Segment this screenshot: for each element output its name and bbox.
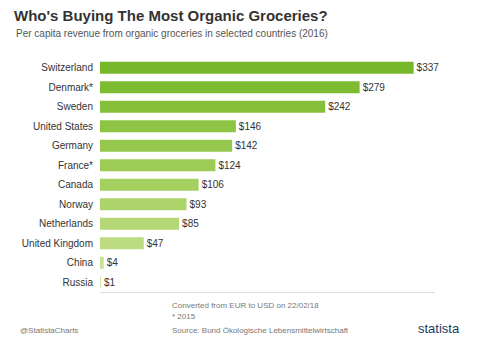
- svg-text:$106: $106: [202, 179, 225, 190]
- svg-text:$337: $337: [417, 62, 440, 73]
- svg-text:Norway: Norway: [59, 199, 93, 210]
- svg-text:China: China: [67, 257, 94, 268]
- svg-text:Converted from EUR to USD on 2: Converted from EUR to USD on 22/02/18: [172, 301, 319, 310]
- svg-text:$142: $142: [235, 140, 258, 151]
- svg-text:* 2015: * 2015: [172, 312, 196, 321]
- svg-text:$146: $146: [239, 121, 262, 132]
- svg-text:Germany: Germany: [52, 140, 93, 151]
- svg-text:Canada: Canada: [58, 179, 93, 190]
- svg-text:Per capita revenue from organi: Per capita revenue from organic grocerie…: [16, 28, 328, 39]
- svg-text:$93: $93: [190, 199, 207, 210]
- svg-text:Denmark*: Denmark*: [49, 82, 94, 93]
- svg-text:$1: $1: [104, 277, 116, 288]
- svg-text:United Kingdom: United Kingdom: [22, 238, 93, 249]
- svg-text:Netherlands: Netherlands: [39, 218, 93, 229]
- svg-text:$4: $4: [107, 257, 119, 268]
- svg-text:Sweden: Sweden: [57, 101, 93, 112]
- svg-text:$85: $85: [182, 218, 199, 229]
- svg-text:United States: United States: [33, 121, 93, 132]
- svg-text:Russia: Russia: [62, 277, 93, 288]
- svg-text:France*: France*: [58, 160, 93, 171]
- svg-text:Source: Bund Ökologische Leben: Source: Bund Ökologische Lebensmittelwir…: [172, 326, 349, 335]
- svg-text:Switzerland: Switzerland: [41, 62, 93, 73]
- svg-text:$242: $242: [328, 101, 351, 112]
- svg-text:$124: $124: [218, 160, 241, 171]
- svg-text:$279: $279: [363, 82, 386, 93]
- svg-text:$47: $47: [147, 238, 164, 249]
- svg-text:@StatistaCharts: @StatistaCharts: [20, 326, 78, 335]
- svg-text:statista: statista: [418, 321, 460, 336]
- svg-text:Who's Buying The Most Organic: Who's Buying The Most Organic Groceries?: [14, 7, 328, 24]
